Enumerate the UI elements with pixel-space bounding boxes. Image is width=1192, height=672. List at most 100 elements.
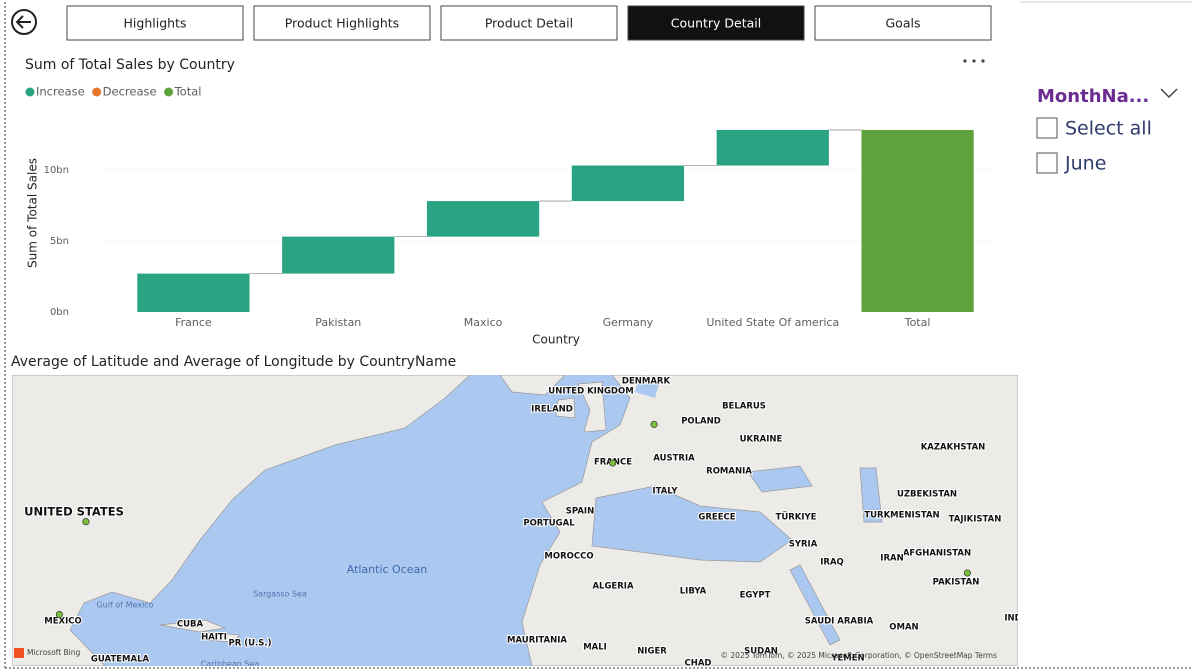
map-label: LIBYA	[680, 587, 707, 597]
map-label: EGYPT	[740, 591, 771, 601]
tab-label[interactable]: Country Detail	[671, 16, 761, 31]
map-label: CHAD	[685, 659, 712, 669]
map-label: TURKMENISTAN	[864, 511, 939, 521]
map-label: PR (U.S.)	[229, 639, 272, 649]
land	[159, 619, 241, 643]
tab-button[interactable]	[814, 5, 992, 41]
more-options[interactable]	[963, 59, 985, 63]
chart-title: Sum of Total Sales by Country	[25, 57, 235, 73]
map-label: AUSTRIA	[653, 454, 695, 464]
sea	[591, 485, 793, 563]
map-label: NIGER	[637, 647, 667, 657]
tab-button[interactable]	[440, 5, 618, 41]
bar	[426, 201, 540, 237]
tab-button[interactable]	[66, 5, 244, 41]
map-label: Atlantic Ocean	[347, 563, 428, 576]
y-tick-label: 0bn	[50, 307, 69, 318]
map-label: YEMEN	[830, 654, 864, 664]
slicer: Select all June	[1036, 117, 1152, 175]
slicer-option[interactable]: June	[1064, 153, 1106, 175]
nav-tab[interactable]: Country Detail	[627, 5, 805, 41]
map-label: UKRAINE	[740, 435, 783, 445]
bar	[861, 129, 974, 312]
map-label: ROMANIA	[706, 467, 752, 477]
tab-label[interactable]: Product Highlights	[285, 16, 399, 31]
tab-label[interactable]: Goals	[886, 16, 921, 31]
nav-tab[interactable]: Goals	[814, 5, 992, 41]
nav-tab[interactable]: Highlights	[66, 5, 244, 41]
bar	[716, 129, 829, 166]
map-label: PAKISTAN	[933, 578, 980, 588]
map-label: IND	[1004, 614, 1021, 624]
map-label: SUDAN	[744, 647, 778, 657]
map-label: GUATEMALA	[91, 655, 150, 665]
x-tick-label: Total	[904, 316, 931, 329]
map-label: UZBEKISTAN	[897, 490, 957, 500]
tab-button[interactable]	[253, 5, 431, 41]
y-tick-label: 5bn	[50, 236, 69, 247]
map-label: KAZAKHSTAN	[921, 443, 986, 453]
x-tick-label: Pakistan	[315, 316, 361, 329]
legend-label: Increase	[36, 85, 85, 99]
x-axis-title: Country	[532, 333, 580, 347]
x-tick-label: Germany	[603, 316, 654, 329]
map-label: POLAND	[681, 417, 721, 427]
back-button[interactable]	[11, 9, 37, 35]
x-tick-label: Maxico	[464, 316, 503, 329]
y-axis-title: Sum of Total Sales	[26, 158, 40, 268]
land	[12, 375, 471, 666]
map-title: Average of Latitude and Average of Longi…	[11, 354, 456, 370]
bar	[137, 273, 250, 312]
slicer-title: MonthNa...	[1037, 86, 1149, 107]
map-point[interactable]	[609, 459, 617, 467]
map-label: AFGHANISTAN	[903, 549, 971, 559]
map-label: MOROCCO	[544, 552, 593, 562]
land	[555, 381, 607, 433]
map-point[interactable]	[55, 611, 63, 619]
bing-logo	[14, 648, 24, 658]
sea	[635, 375, 660, 398]
map-label: OMAN	[889, 623, 918, 633]
map-attribution: © 2025 TomTom, © 2025 Microsoft Corporat…	[721, 651, 998, 660]
map-label: SPAIN	[566, 507, 594, 517]
map-point[interactable]	[650, 420, 658, 428]
map-label: DENMARK	[622, 377, 671, 387]
map-brand: Microsoft Bing	[27, 648, 80, 657]
map-label: Sargasso Sea	[253, 590, 307, 599]
x-tick-label: United State Of america	[706, 316, 839, 329]
sea	[747, 465, 883, 646]
tab-label[interactable]: Highlights	[124, 16, 187, 31]
map-label: IRELAND	[531, 405, 573, 415]
map-label: ALGERIA	[592, 582, 633, 592]
tab-button[interactable]	[627, 5, 805, 41]
bar	[282, 236, 395, 274]
map-label: UNITED KINGDOM	[548, 387, 633, 397]
map-label: MAURITANIA	[507, 636, 567, 646]
slicer-option[interactable]: Select all	[1065, 118, 1152, 140]
nav-bar: Highlights Product Highlights Product Deta…	[66, 5, 992, 41]
map-label: UNITED STATES	[24, 505, 124, 519]
checkbox[interactable]	[1036, 117, 1058, 139]
legend-marker	[25, 87, 35, 97]
nav-tab[interactable]: Product Highlights	[253, 5, 431, 41]
slicer-chevron[interactable]	[1160, 88, 1178, 99]
legend-label: Total	[174, 85, 202, 99]
legend-label: Decrease	[103, 85, 157, 99]
legend-marker	[164, 87, 174, 97]
map-label: CUBA	[177, 620, 204, 630]
map-label: TÜRKIYE	[776, 512, 817, 523]
map-label: IRAN	[880, 554, 903, 564]
y-tick-label: 10bn	[44, 165, 69, 176]
x-tick-label: France	[175, 316, 212, 329]
map-label: PORTUGAL	[523, 519, 575, 529]
nav-tab[interactable]: Product Detail	[440, 5, 618, 41]
legend-marker	[92, 87, 102, 97]
tab-label[interactable]: Product Detail	[485, 16, 573, 31]
legend: Increase Decrease Total	[25, 85, 202, 99]
checkbox[interactable]	[1036, 152, 1058, 174]
map-point[interactable]	[963, 569, 971, 577]
map-point[interactable]	[82, 518, 90, 526]
